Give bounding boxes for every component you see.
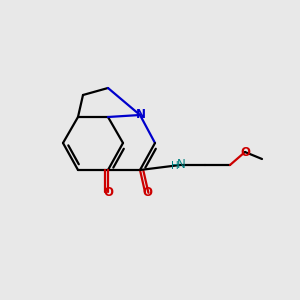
Text: O: O xyxy=(103,187,113,200)
Text: N: N xyxy=(177,158,185,172)
Text: O: O xyxy=(142,187,152,200)
Text: H: H xyxy=(171,161,179,171)
Text: N: N xyxy=(136,107,146,121)
Text: O: O xyxy=(240,146,250,158)
